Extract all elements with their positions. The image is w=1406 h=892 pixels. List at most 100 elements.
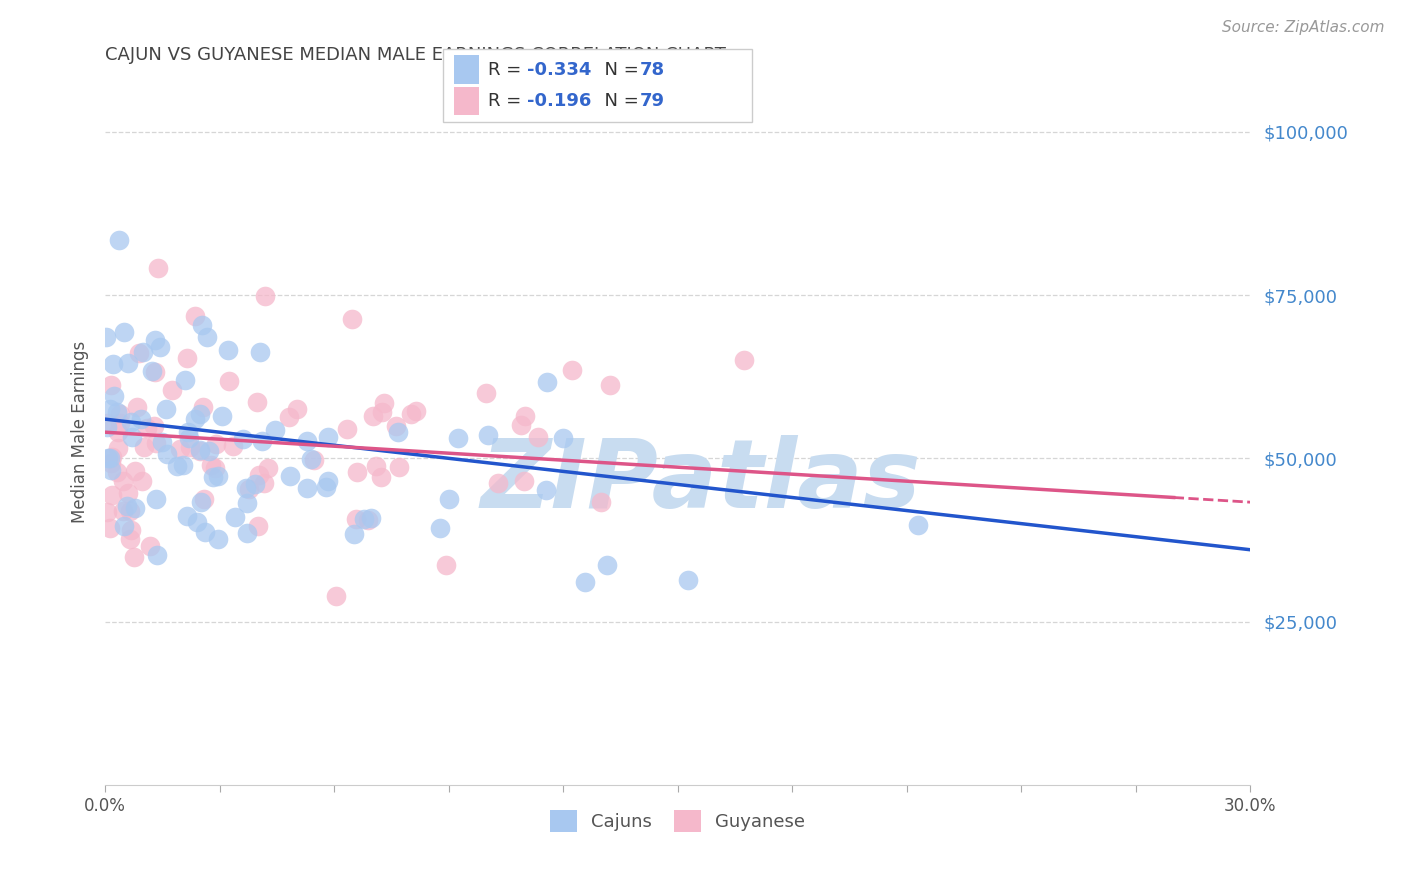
- Point: [124, 501, 146, 516]
- Point: [315, 480, 337, 494]
- Point: [120, 504, 142, 518]
- Text: N =: N =: [593, 61, 645, 78]
- Point: [344, 512, 367, 526]
- Point: [132, 440, 155, 454]
- Point: [100, 521, 122, 535]
- Point: [246, 395, 269, 409]
- Point: [184, 412, 207, 426]
- Point: [264, 423, 287, 437]
- Point: [129, 412, 152, 426]
- Point: [249, 467, 271, 482]
- Text: R =: R =: [488, 61, 527, 78]
- Point: [124, 550, 146, 565]
- Point: [145, 436, 167, 450]
- Point: [477, 427, 499, 442]
- Point: [486, 475, 509, 490]
- Point: [676, 573, 699, 587]
- Point: [405, 404, 427, 418]
- Point: [118, 532, 141, 546]
- Point: [177, 425, 200, 440]
- Point: [128, 346, 150, 360]
- Point: [156, 447, 179, 461]
- Point: [217, 343, 239, 357]
- Text: R =: R =: [488, 92, 527, 110]
- Point: [112, 325, 135, 339]
- Point: [218, 374, 240, 388]
- Point: [342, 526, 364, 541]
- Point: [100, 401, 122, 416]
- Point: [141, 364, 163, 378]
- Point: [536, 375, 558, 389]
- Point: [98, 450, 121, 465]
- Point: [186, 515, 208, 529]
- Point: [127, 400, 149, 414]
- Point: [120, 523, 142, 537]
- Point: [107, 425, 129, 439]
- Point: [117, 499, 139, 513]
- Point: [200, 458, 222, 472]
- Legend: Cajuns, Guyanese: Cajuns, Guyanese: [543, 803, 813, 839]
- Point: [101, 488, 124, 502]
- Point: [198, 444, 221, 458]
- Point: [250, 434, 273, 449]
- Point: [907, 517, 929, 532]
- Point: [124, 464, 146, 478]
- Point: [318, 474, 340, 488]
- Point: [100, 462, 122, 476]
- Point: [195, 330, 218, 344]
- Point: [243, 477, 266, 491]
- Point: [101, 357, 124, 371]
- Point: [447, 431, 470, 445]
- Point: [193, 492, 215, 507]
- Point: [139, 539, 162, 553]
- Point: [302, 452, 325, 467]
- Point: [191, 318, 214, 332]
- Point: [553, 431, 575, 445]
- Point: [146, 549, 169, 563]
- Point: [194, 524, 217, 539]
- Point: [366, 458, 388, 473]
- Point: [285, 401, 308, 416]
- Point: [224, 510, 246, 524]
- Point: [599, 378, 621, 392]
- Point: [188, 407, 211, 421]
- Point: [253, 476, 276, 491]
- Point: [370, 405, 392, 419]
- Point: [94, 329, 117, 343]
- Text: N =: N =: [593, 92, 645, 110]
- Point: [342, 311, 364, 326]
- Point: [176, 509, 198, 524]
- Point: [117, 355, 139, 369]
- Point: [295, 481, 318, 495]
- Point: [295, 434, 318, 449]
- Point: [143, 365, 166, 379]
- Point: [373, 396, 395, 410]
- Text: -0.196: -0.196: [527, 92, 592, 110]
- Point: [103, 388, 125, 402]
- Point: [437, 492, 460, 507]
- Point: [236, 526, 259, 541]
- Point: [188, 443, 211, 458]
- Point: [150, 434, 173, 449]
- Text: Source: ZipAtlas.com: Source: ZipAtlas.com: [1222, 20, 1385, 35]
- Point: [591, 495, 613, 509]
- Point: [249, 345, 271, 359]
- Point: [277, 409, 299, 424]
- Point: [253, 289, 276, 303]
- Point: [96, 416, 118, 430]
- Point: [534, 483, 557, 498]
- Point: [325, 589, 347, 603]
- Point: [733, 353, 755, 368]
- Point: [191, 400, 214, 414]
- Point: [145, 492, 167, 507]
- Point: [100, 450, 122, 464]
- Point: [357, 513, 380, 527]
- Point: [108, 407, 131, 421]
- Point: [385, 419, 408, 434]
- Point: [316, 429, 339, 443]
- Point: [336, 421, 359, 435]
- Point: [97, 451, 120, 466]
- Point: [108, 416, 131, 430]
- Point: [143, 333, 166, 347]
- Point: [132, 345, 155, 359]
